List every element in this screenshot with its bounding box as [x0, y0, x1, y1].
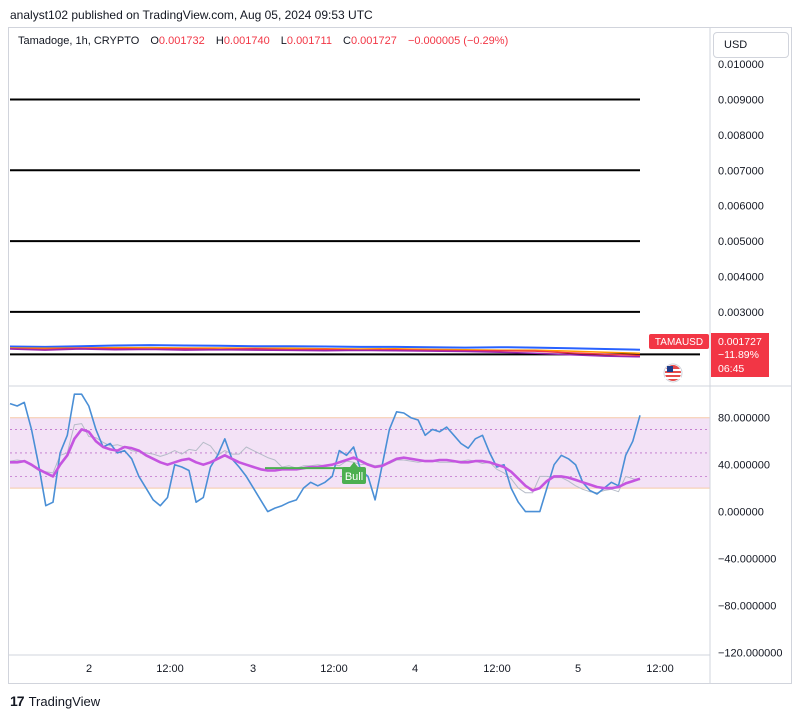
- time-tick-label: 12:00: [156, 663, 184, 675]
- price-tick-label: 0.007000: [718, 165, 764, 177]
- price-tick-label: 0.010000: [718, 59, 764, 71]
- price-badge-bg: [711, 333, 769, 377]
- bull-signal: Bull: [342, 462, 366, 484]
- close-value: 0.001727: [350, 35, 397, 47]
- oscillator-tick-label: 0.000000: [718, 507, 764, 519]
- price-tick-label: 0.004000: [718, 271, 764, 283]
- ticker-badge-label: TAMAUSD: [655, 337, 703, 348]
- price-tick-label: 0.006000: [718, 201, 764, 213]
- ohlc-legend: Tamadoge, 1h, CRYPTO O0.001732 H0.001740…: [18, 35, 508, 47]
- open-label: O: [150, 35, 159, 47]
- close-label: C: [343, 35, 351, 47]
- price-badge: TAMAUSD 0.001727 −11.89% 06:45: [649, 333, 769, 377]
- high-label: H: [215, 35, 224, 47]
- low-value: 0.001711: [286, 35, 332, 47]
- price-series-line: [9, 348, 641, 358]
- price-tick-label: 0.003000: [718, 307, 764, 319]
- time-tick-label: 5: [575, 663, 581, 675]
- ticker-badge-bg: [649, 334, 709, 349]
- time-tick-label: 12:00: [483, 663, 511, 675]
- chart-frame: [8, 27, 792, 684]
- price-badge-price: 0.001727: [718, 336, 762, 348]
- time-tick-label: 4: [412, 663, 418, 675]
- open-value: 0.001732: [158, 35, 205, 47]
- publish-info: analyst102 published on TradingView.com,…: [10, 8, 373, 22]
- low-label: L: [280, 35, 287, 47]
- oscillator-series-line: [10, 428, 641, 492]
- time-tick-label: 3: [250, 663, 256, 675]
- price-badge-countdown: 06:45: [718, 363, 744, 375]
- price-tick-label: 0.009000: [718, 95, 764, 107]
- bull-signal-label: Bull: [345, 471, 363, 483]
- price-series-line: [9, 347, 641, 357]
- oscillator-tick-label: 40.000000: [718, 460, 770, 472]
- price-badge-change: −11.89%: [718, 349, 759, 361]
- time-axis: 2 12:00 3 12:00 4 12:00 5 12:00: [86, 663, 674, 675]
- oscillator-tick-label: −40.000000: [718, 554, 776, 566]
- change-value: −0.000005 (−0.29%): [407, 35, 509, 47]
- oscillator-axis: 80.000000 40.000000 0.000000 −40.000000 −80.…: [718, 413, 783, 660]
- high-value: 0.001740: [223, 35, 270, 47]
- oscillator-pane: [9, 393, 710, 513]
- price-tick-label: 0.005000: [718, 236, 764, 248]
- time-tick-label: 12:00: [320, 663, 348, 675]
- time-tick-label: 2: [86, 663, 92, 675]
- oscillator-tick-label: 80.000000: [718, 413, 770, 425]
- symbol-label[interactable]: Tamadoge, 1h, CRYPTO: [18, 35, 140, 47]
- tradingview-logo-icon: 17: [10, 693, 25, 709]
- bull-signal-arrow: [350, 462, 358, 467]
- time-tick-label: 12:00: [646, 663, 674, 675]
- us-flag-icon[interactable]: [663, 363, 683, 383]
- price-series-line: [9, 344, 641, 351]
- price-tick-label: 0.008000: [718, 130, 764, 142]
- price-pane: [9, 98, 700, 358]
- price-axis: 0.010000 0.009000 0.008000 0.007000 0.006000…: [718, 59, 764, 354]
- bull-signal-bg: [342, 467, 366, 484]
- footer-brand-label: TradingView: [28, 693, 101, 709]
- footer-brand[interactable]: 17 TradingView: [10, 692, 100, 710]
- currency-selector[interactable]: USD: [713, 32, 789, 58]
- oscillator-tick-label: −80.000000: [718, 601, 776, 613]
- oscillator-tick-label: −120.000000: [718, 647, 783, 659]
